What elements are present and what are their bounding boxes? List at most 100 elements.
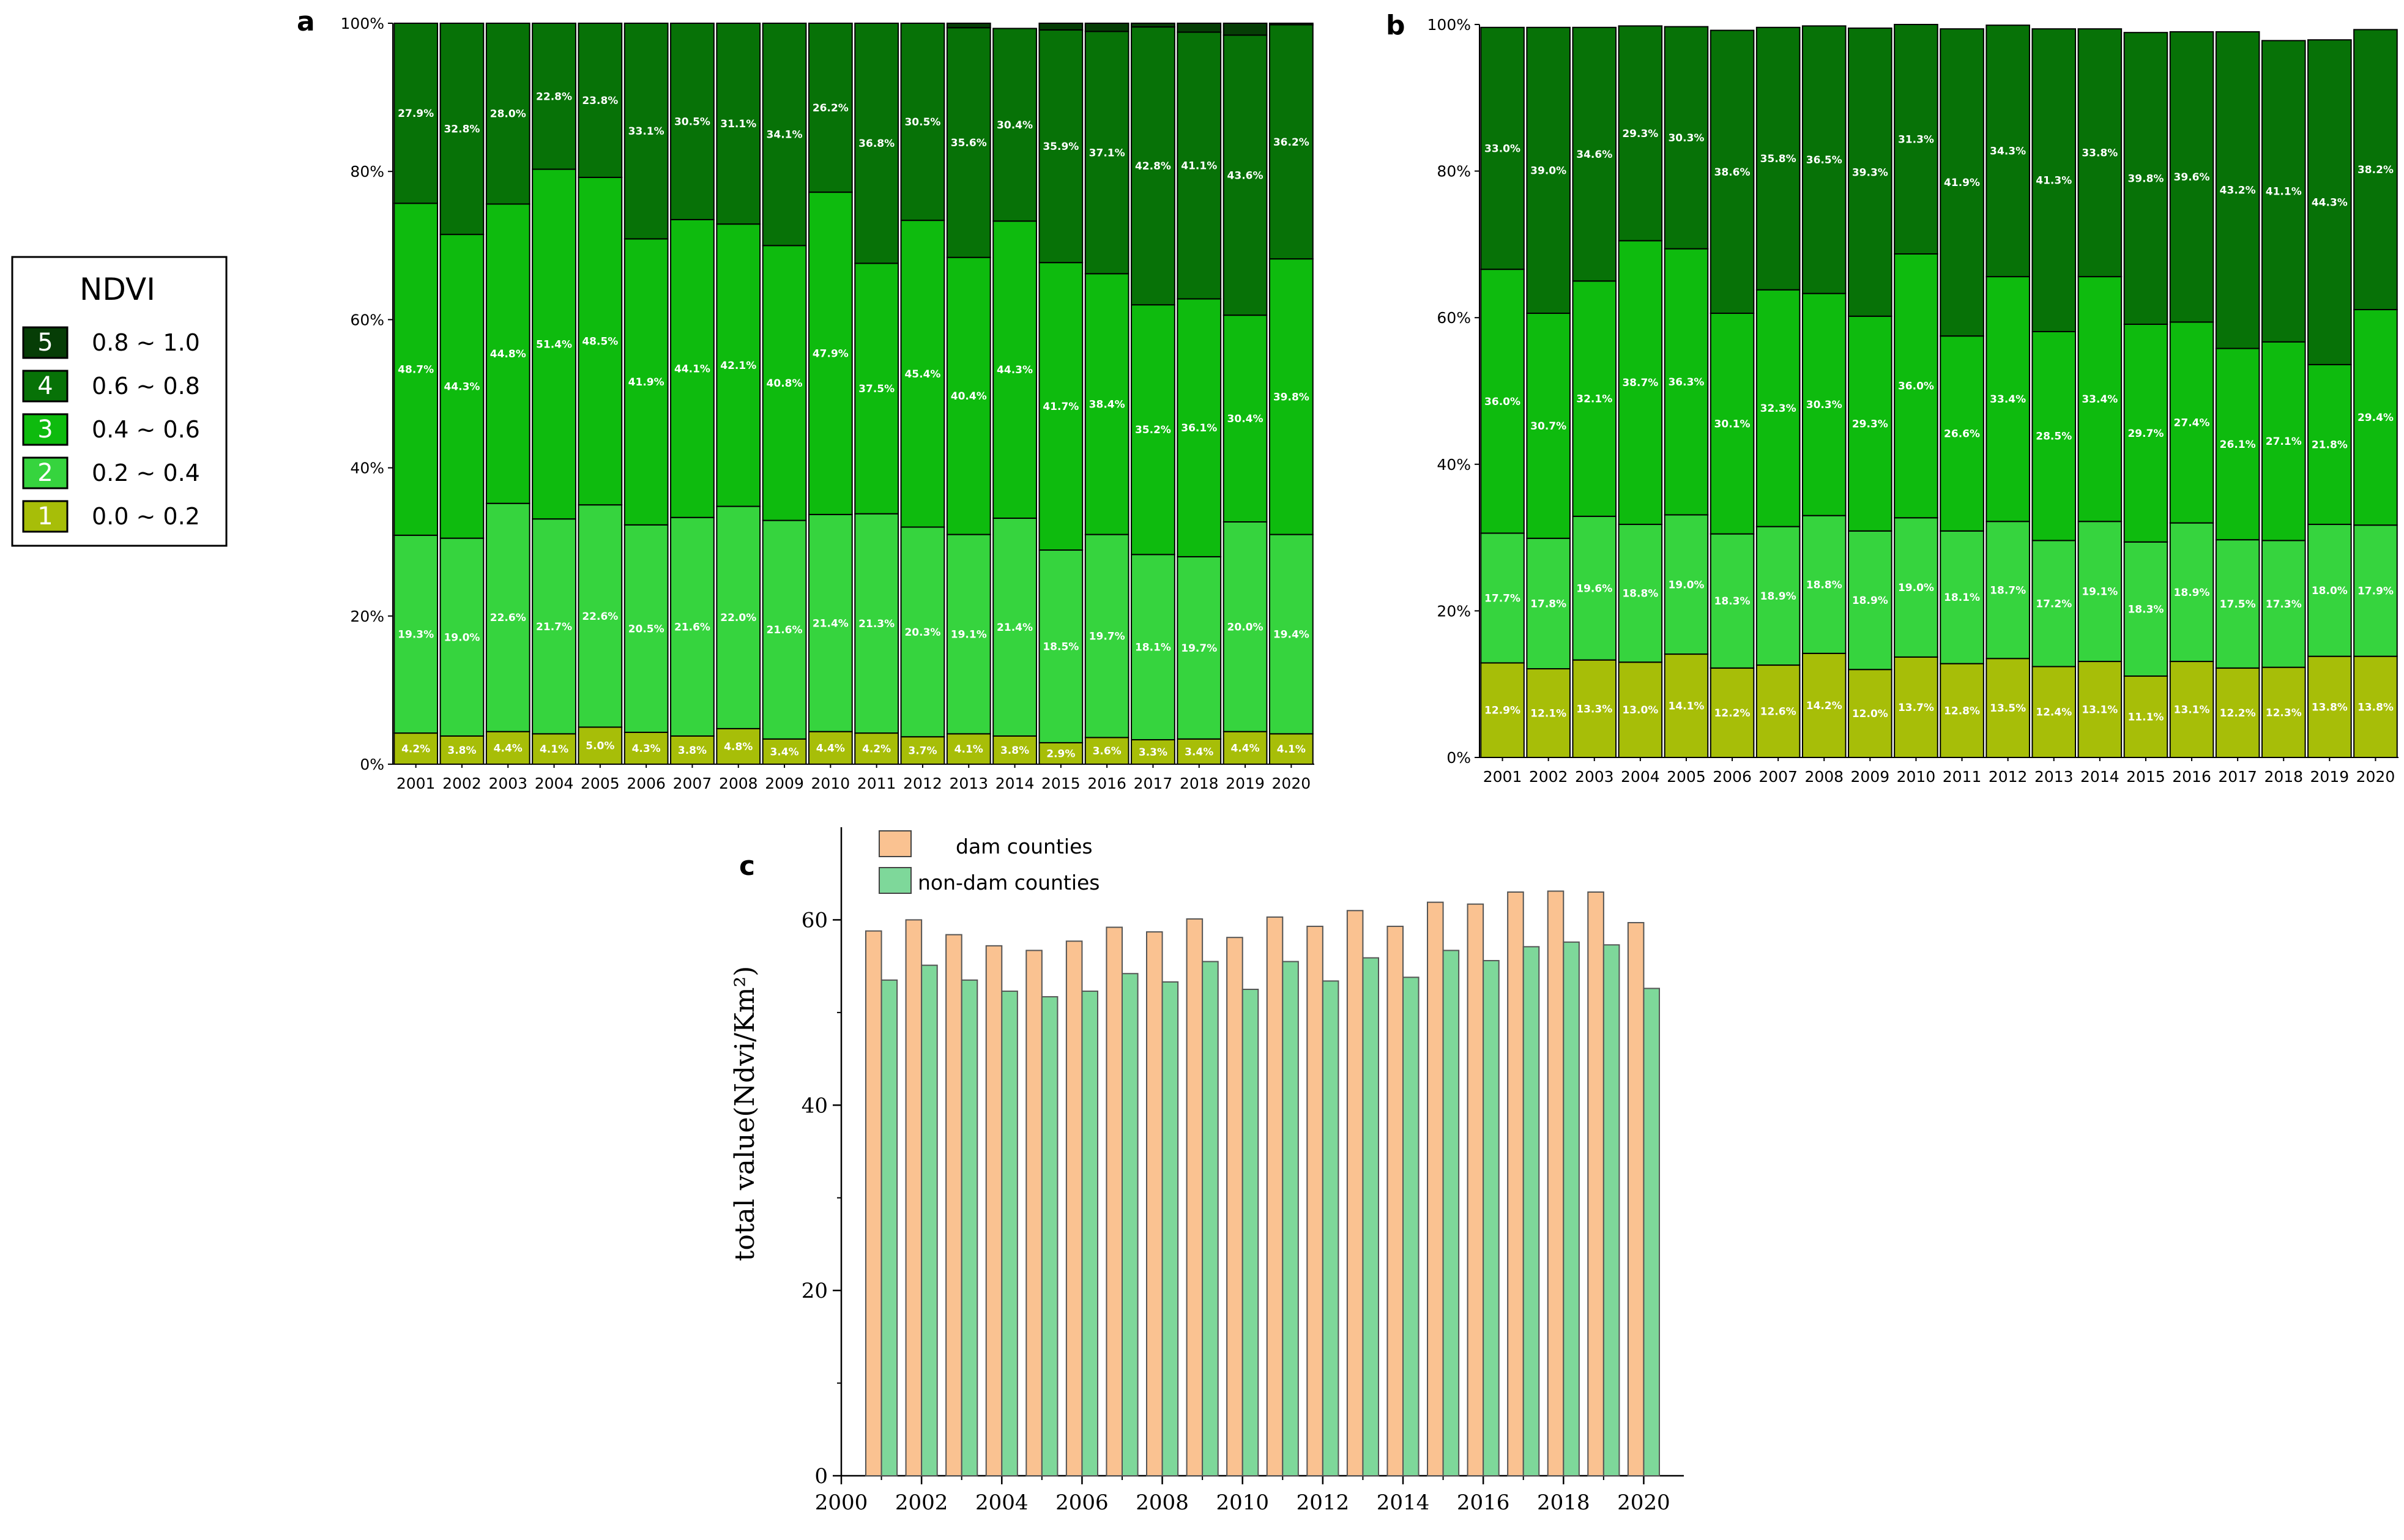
data-label-b: 43.2% [2220, 185, 2256, 197]
bar-non-dam-counties [1001, 991, 1018, 1476]
data-label-a: 26.2% [813, 102, 849, 114]
data-label-b: 32.1% [1576, 393, 1612, 406]
x-tick-label: 2016 [1087, 775, 1126, 792]
panel-b: b 0% 20% 40% 60% 80% 100% 2001 2002 2003 2004 2005… [1386, 10, 2398, 786]
bar-segment-b-class-4 [1572, 26, 1617, 282]
bar-segment-a-class-2 [485, 502, 530, 732]
bar-non-dam-counties [1362, 957, 1380, 1476]
bar-non-dam-counties [1602, 944, 1620, 1477]
data-label-b: 13.7% [1898, 702, 1934, 714]
data-label-a: 4.4% [816, 742, 845, 754]
bar-segment-a-class-3 [670, 218, 715, 518]
bar-segment-a-class-4 [762, 23, 807, 247]
x-tick-label: 2020 [1272, 775, 1311, 792]
bar-non-dam-counties [880, 979, 898, 1477]
bar-segment-a-class-5 [1222, 23, 1268, 36]
legend-swatch-dam [879, 830, 912, 857]
data-label-b: 18.0% [2312, 585, 2348, 597]
bar-segment-a-class-2 [808, 513, 853, 732]
panel-c-label: c [739, 850, 755, 882]
data-label-b: 18.8% [1622, 588, 1658, 600]
bar-segment-b-class-1 [2307, 655, 2352, 759]
bar-segment-b-class-1 [2353, 655, 2398, 759]
bar-segment-b-class-3 [1710, 313, 1755, 535]
x-tick-label: 2007 [673, 775, 712, 792]
bar-segment-a-class-2 [670, 516, 715, 737]
data-label-b: 29.7% [2127, 428, 2164, 440]
data-label-b: 26.6% [1944, 428, 1980, 440]
data-label-a: 19.4% [1273, 628, 1309, 641]
bar-segment-a-class-1 [808, 731, 853, 765]
bar-dam-counties [1145, 931, 1163, 1476]
bar-non-dam-counties [921, 964, 938, 1476]
bar-segment-a-class-4 [532, 23, 576, 170]
bar-segment-b-class-2 [2307, 524, 2352, 657]
bar-segment-a-class-3 [1268, 258, 1314, 535]
x-tick-label: 2009 [1851, 768, 1890, 786]
bar-segment-b-class-4 [2169, 31, 2214, 323]
data-label-a: 22.6% [490, 612, 526, 624]
data-label-a: 30.4% [997, 119, 1033, 132]
bar-segment-a-class-4 [1131, 26, 1175, 306]
bar-dam-counties [1025, 950, 1043, 1476]
data-label-b: 19.6% [1576, 582, 1612, 595]
bar-non-dam-counties [1202, 961, 1219, 1476]
x-tick-label: 2007 [1758, 768, 1798, 786]
data-label-a: 42.8% [1135, 160, 1171, 173]
data-label-a: 22.0% [720, 612, 756, 624]
data-label-a: 18.1% [1135, 642, 1171, 654]
chart-c-legend: dam counties non-dam counties [879, 830, 1100, 895]
bar-segment-b-class-4 [1526, 26, 1571, 314]
bar-segment-a-class-2 [1222, 521, 1268, 732]
bar-segment-b-class-2 [1985, 521, 2030, 660]
x-tick-label: 2001 [396, 775, 436, 792]
data-label-a: 3.8% [447, 745, 476, 757]
x-tick-label: 2016 [1457, 1490, 1510, 1515]
bar-segment-a-class-3 [1084, 273, 1129, 535]
bar-segment-b-class-3 [1801, 292, 1847, 516]
bar-segment-b-class-3 [2031, 330, 2077, 541]
data-label-b: 13.5% [1990, 702, 2026, 715]
bar-segment-a-class-5 [1177, 23, 1222, 33]
bar-segment-b-class-4 [2031, 28, 2077, 332]
bar-segment-a-class-4 [393, 23, 439, 204]
bar-segment-b-class-4 [1985, 24, 2030, 278]
legend-class-number: 3 [37, 415, 53, 444]
bar-segment-b-class-3 [1940, 335, 1984, 532]
x-tick-label: 2020 [1617, 1490, 1670, 1515]
bar-segment-b-class-4 [2123, 32, 2168, 325]
bar-segment-a-class-4 [946, 27, 991, 258]
data-label-a: 40.4% [951, 390, 987, 403]
bar-segment-a-class-3 [808, 192, 853, 515]
data-label-b: 33.8% [2082, 147, 2118, 160]
bar-segment-a-class-1 [578, 726, 623, 765]
bar-segment-b-class-4 [1848, 27, 1892, 317]
data-label-b: 17.3% [2266, 598, 2302, 611]
y-tick-label: 40% [1437, 456, 1471, 474]
bar-segment-b-class-2 [2031, 540, 2077, 668]
data-label-b: 38.2% [2357, 164, 2394, 176]
panel-b-label: b [1386, 10, 1405, 41]
data-label-a: 21.4% [813, 617, 849, 630]
x-tick-label: 2004 [1621, 768, 1660, 786]
data-label-a: 22.8% [536, 91, 572, 103]
data-label-b: 36.0% [1898, 381, 1934, 393]
data-label-a: 21.4% [997, 622, 1033, 634]
data-label-a: 4.2% [401, 743, 430, 756]
x-tick-label: 2020 [2356, 768, 2395, 786]
data-label-a: 45.4% [904, 368, 940, 381]
bar-segment-b-class-1 [2031, 666, 2077, 758]
bar-segment-a-class-1 [485, 731, 530, 765]
data-label-b: 31.3% [1898, 133, 1934, 146]
data-label-a: 30.4% [1227, 413, 1263, 425]
bar-segment-a-class-3 [623, 238, 669, 526]
bar-segment-a-class-1 [670, 735, 715, 765]
legend-range-label: 0.6 ~ 0.8 [92, 373, 200, 400]
bar-segment-a-class-3 [992, 220, 1037, 519]
bar-segment-a-class-1 [1131, 739, 1175, 765]
bar-segment-b-class-1 [2123, 675, 2168, 758]
data-label-b: 44.3% [2312, 197, 2348, 209]
x-tick-label: 2008 [1136, 1490, 1189, 1515]
data-label-b: 33.4% [2082, 393, 2118, 406]
bar-non-dam-counties [1081, 991, 1099, 1476]
